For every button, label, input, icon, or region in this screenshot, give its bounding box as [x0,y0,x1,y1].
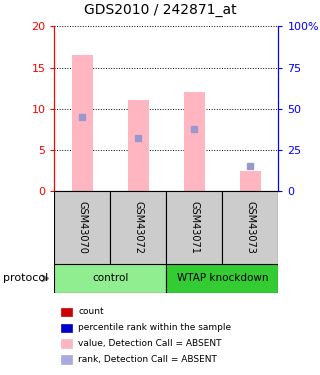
Text: protocol: protocol [3,273,48,284]
Bar [72,55,93,191]
Text: GDS2010 / 242871_at: GDS2010 / 242871_at [84,3,236,17]
Bar [110,191,166,264]
Bar [240,171,261,191]
Text: GSM43070: GSM43070 [77,201,87,254]
Text: value, Detection Call = ABSENT: value, Detection Call = ABSENT [78,339,222,348]
Text: GSM43073: GSM43073 [245,201,255,254]
Bar [166,191,222,264]
Text: count: count [78,307,104,316]
Bar [222,191,278,264]
Bar [184,92,205,191]
Text: WTAP knockdown: WTAP knockdown [177,273,268,284]
Bar [54,264,166,292]
Bar [166,264,278,292]
Bar [128,100,149,191]
Text: GSM43071: GSM43071 [189,201,199,254]
Text: control: control [92,273,129,284]
Text: percentile rank within the sample: percentile rank within the sample [78,323,232,332]
Text: GSM43072: GSM43072 [133,201,143,254]
Text: rank, Detection Call = ABSENT: rank, Detection Call = ABSENT [78,355,217,364]
Bar [54,191,110,264]
